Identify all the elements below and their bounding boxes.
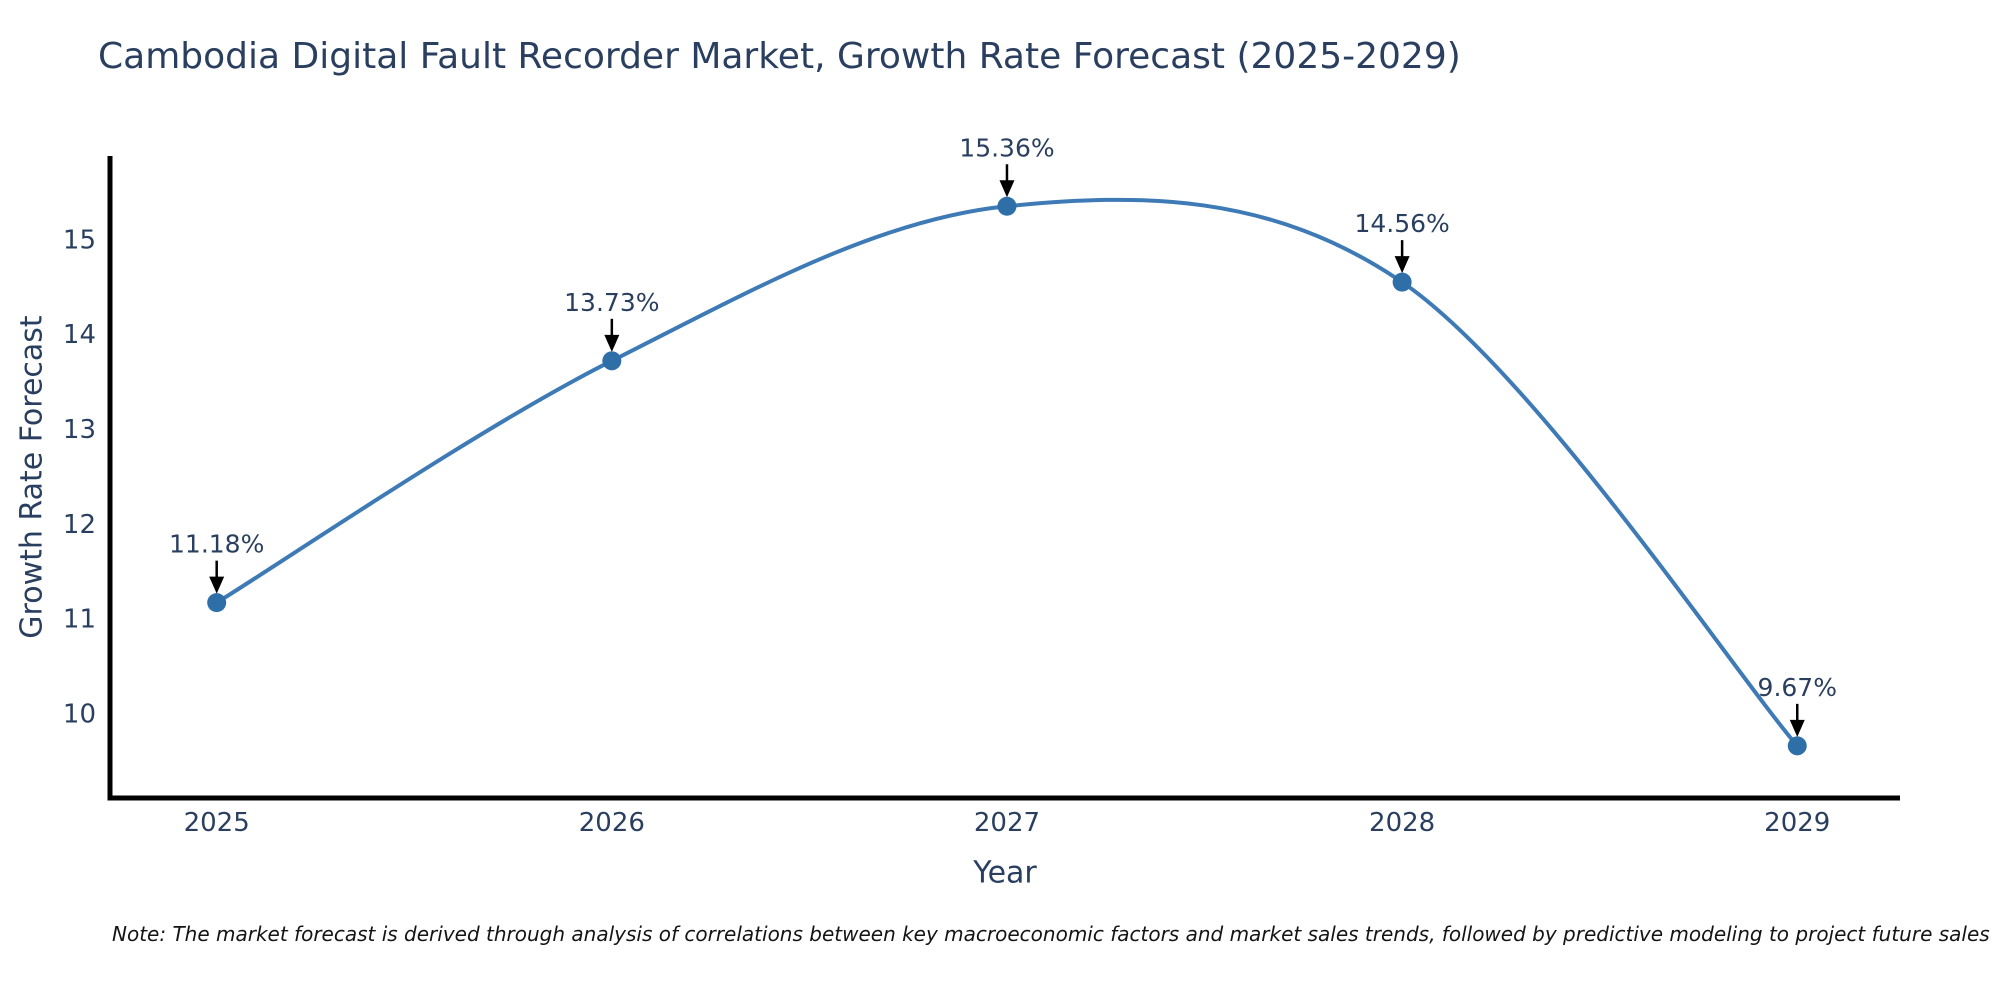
y-tick-label: 14: [63, 320, 96, 350]
data-point-marker[interactable]: [207, 593, 227, 613]
data-point-marker[interactable]: [997, 196, 1017, 216]
point-annotation-label: 15.36%: [959, 133, 1054, 162]
chart-title: Cambodia Digital Fault Recorder Market, …: [98, 36, 1461, 77]
chart-note: Note: The market forecast is derived thr…: [112, 922, 1990, 946]
y-tick-label: 11: [63, 605, 96, 635]
y-tick-label: 13: [63, 415, 96, 445]
annotation-arrow-head: [209, 576, 225, 594]
x-axis-title: Year: [973, 855, 1037, 891]
x-tick-label: 2025: [184, 808, 250, 838]
x-tick-label: 2028: [1369, 808, 1435, 838]
x-tick-label: 2027: [974, 808, 1040, 838]
point-annotation-label: 14.56%: [1354, 209, 1449, 238]
y-tick-label: 10: [63, 700, 96, 730]
annotation-arrow-head: [1394, 256, 1410, 274]
x-tick-label: 2029: [1764, 808, 1830, 838]
annotation-arrow-head: [604, 334, 620, 352]
y-tick-label: 12: [63, 510, 96, 540]
data-point-marker[interactable]: [1787, 736, 1807, 756]
point-annotation-label: 11.18%: [169, 530, 264, 559]
data-point-marker[interactable]: [602, 351, 622, 371]
y-tick-label: 15: [63, 225, 96, 255]
x-tick-label: 2026: [579, 808, 645, 838]
trend-line: [214, 197, 1800, 748]
axis-spines: [107, 156, 1900, 801]
annotation-arrow-head: [999, 180, 1015, 198]
data-point-marker[interactable]: [1392, 272, 1412, 292]
point-annotation-label: 13.73%: [564, 288, 659, 317]
point-annotation-label: 9.67%: [1758, 673, 1837, 702]
annotation-arrow-head: [1789, 719, 1805, 737]
y-axis-title: Growth Rate Forecast: [14, 315, 50, 639]
